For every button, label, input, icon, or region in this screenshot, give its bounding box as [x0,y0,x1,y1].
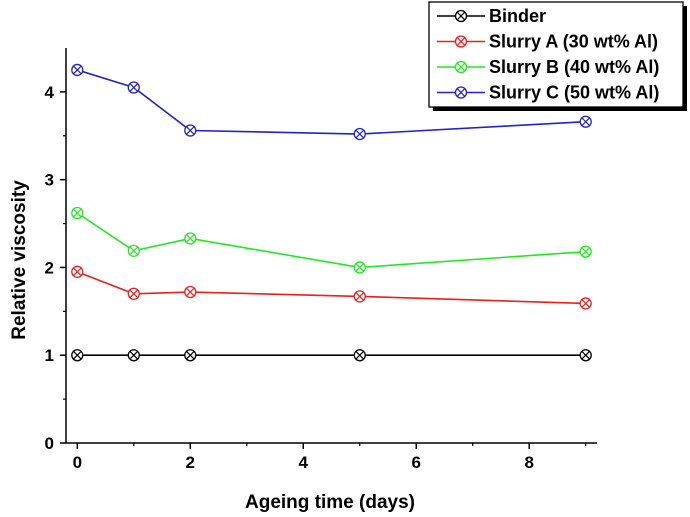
marker-cross [72,350,82,360]
data-point [353,261,366,274]
data-point [71,265,84,278]
marker-cross [129,289,139,299]
legend-label: Slurry A (30 wt% Al) [489,32,658,52]
legend-box [428,1,684,108]
x-tick-label: 0 [73,453,82,472]
marker-cross [581,350,591,360]
data-point [184,124,197,137]
series-3 [71,63,592,141]
data-point [184,232,197,245]
legend-label: Slurry C (50 wt% Al) [489,83,659,103]
data-point [127,81,140,94]
data-point [127,244,140,257]
data-point [71,206,84,220]
data-point [127,287,140,300]
marker-cross [456,62,466,72]
x-tick-label: 2 [186,453,195,472]
y-tick-label: 1 [45,346,54,365]
y-tick-label: 2 [45,258,54,277]
marker-cross [456,88,466,97]
legend-entry: Slurry B (40 wt% Al) [437,57,659,77]
series-line [76,212,586,269]
data-point [353,127,366,141]
marker-cross [355,292,365,301]
data-point [353,290,366,303]
data-point [71,349,84,362]
marker-cross [185,350,195,360]
series-0 [71,349,592,362]
x-tick-label: 4 [299,453,309,472]
x-tick-label: 6 [411,453,420,472]
legend-entry: Slurry C (50 wt% Al) [437,83,659,103]
marker-cross [581,247,591,256]
legend: Binder Slurry A (30 wt% Al) Slurry B (40 w… [428,1,687,111]
y-tick-label: 3 [45,171,54,190]
legend-marker [454,9,468,23]
marker-cross [355,129,365,139]
marker-cross [456,11,466,21]
marker-cross [355,350,365,360]
marker-cross [185,234,195,243]
data-point [353,349,366,362]
series-1 [71,265,592,310]
marker-cross [581,299,591,308]
data-point [579,297,592,310]
legend-label: Binder [489,6,546,26]
data-point [579,115,592,128]
marker-cross [129,350,139,360]
legend-label: Slurry B (40 wt% Al) [489,57,659,77]
legend-marker [454,35,468,48]
data-point [579,245,592,258]
legend-entry: Binder [437,6,546,26]
series-layer [71,63,592,362]
y-tick-label: 4 [45,83,55,102]
marker-cross [72,65,82,75]
legend-marker [454,60,468,74]
marker-cross [72,267,82,277]
x-axis-title: Ageing time (days) [245,492,415,513]
y-axis-title: Relative viscosity [9,180,30,340]
data-point [184,349,197,362]
y-tick-label: 0 [45,434,54,453]
x-tick-label: 8 [524,453,533,472]
data-point [71,63,84,77]
legend-entry: Slurry A (30 wt% Al) [437,32,658,52]
marker-cross [355,263,365,272]
marker-cross [129,83,139,92]
data-point [184,285,197,299]
legend-marker [454,86,468,99]
data-point [127,349,140,362]
series-line [77,271,586,305]
axes: 0 1 2 3 4 0 2 4 6 8 [45,48,597,472]
marker-cross [129,246,139,256]
marker-cross [456,37,466,46]
data-point [579,349,592,362]
marker-cross [72,208,82,218]
marker-cross [185,126,195,135]
marker-cross [581,117,591,127]
series-2 [71,206,592,274]
marker-cross [185,287,195,297]
